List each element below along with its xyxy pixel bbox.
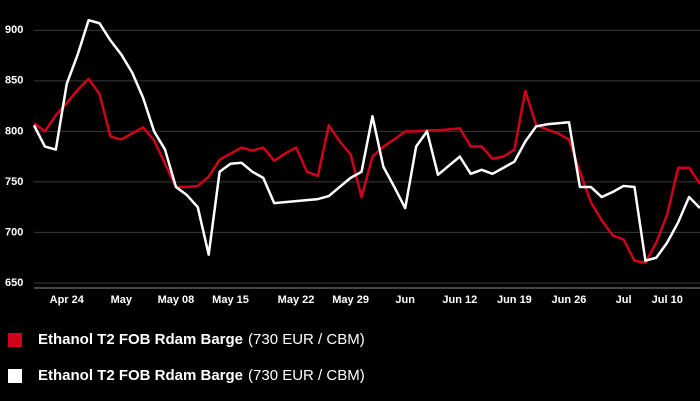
x-tick-label: May: [111, 294, 133, 306]
y-tick-label: 850: [5, 75, 23, 87]
x-tick-label: Jun 26: [552, 294, 587, 306]
y-tick-label: 700: [5, 226, 23, 238]
x-tick-label: Jun: [395, 294, 415, 306]
legend-unit: (730 EUR / CBM): [248, 367, 365, 384]
y-tick-label: 650: [5, 277, 23, 289]
x-tick-label: Jun 12: [442, 294, 477, 306]
y-tick-label: 900: [5, 24, 23, 36]
y-tick-label: 750: [5, 176, 23, 188]
legend-name: Ethanol T2 FOB Rdam Barge: [38, 331, 243, 348]
legend-label: Ethanol T2 FOB Rdam Barge (730 EUR / CBM): [38, 367, 365, 384]
legend-swatch: [8, 369, 22, 383]
y-tick-label: 800: [5, 125, 23, 137]
legend-name: Ethanol T2 FOB Rdam Barge: [38, 367, 243, 384]
x-tick-label: May 08: [158, 294, 195, 306]
x-tick-label: May 22: [278, 294, 315, 306]
line-series: [33, 77, 700, 264]
x-tick-label: Jul: [616, 294, 632, 306]
x-tick-label: Jun 19: [497, 294, 532, 306]
legend-swatch: [8, 333, 22, 347]
line-series: [32, 18, 700, 262]
x-tick-label: May 29: [332, 294, 369, 306]
x-tick-label: May 15: [212, 294, 249, 306]
x-tick-label: Apr 24: [50, 294, 85, 306]
x-tick-label: Jul 10: [652, 294, 683, 306]
legend-unit: (730 EUR / CBM): [248, 331, 365, 348]
legend-label: Ethanol T2 FOB Rdam Barge (730 EUR / CBM): [38, 331, 365, 348]
